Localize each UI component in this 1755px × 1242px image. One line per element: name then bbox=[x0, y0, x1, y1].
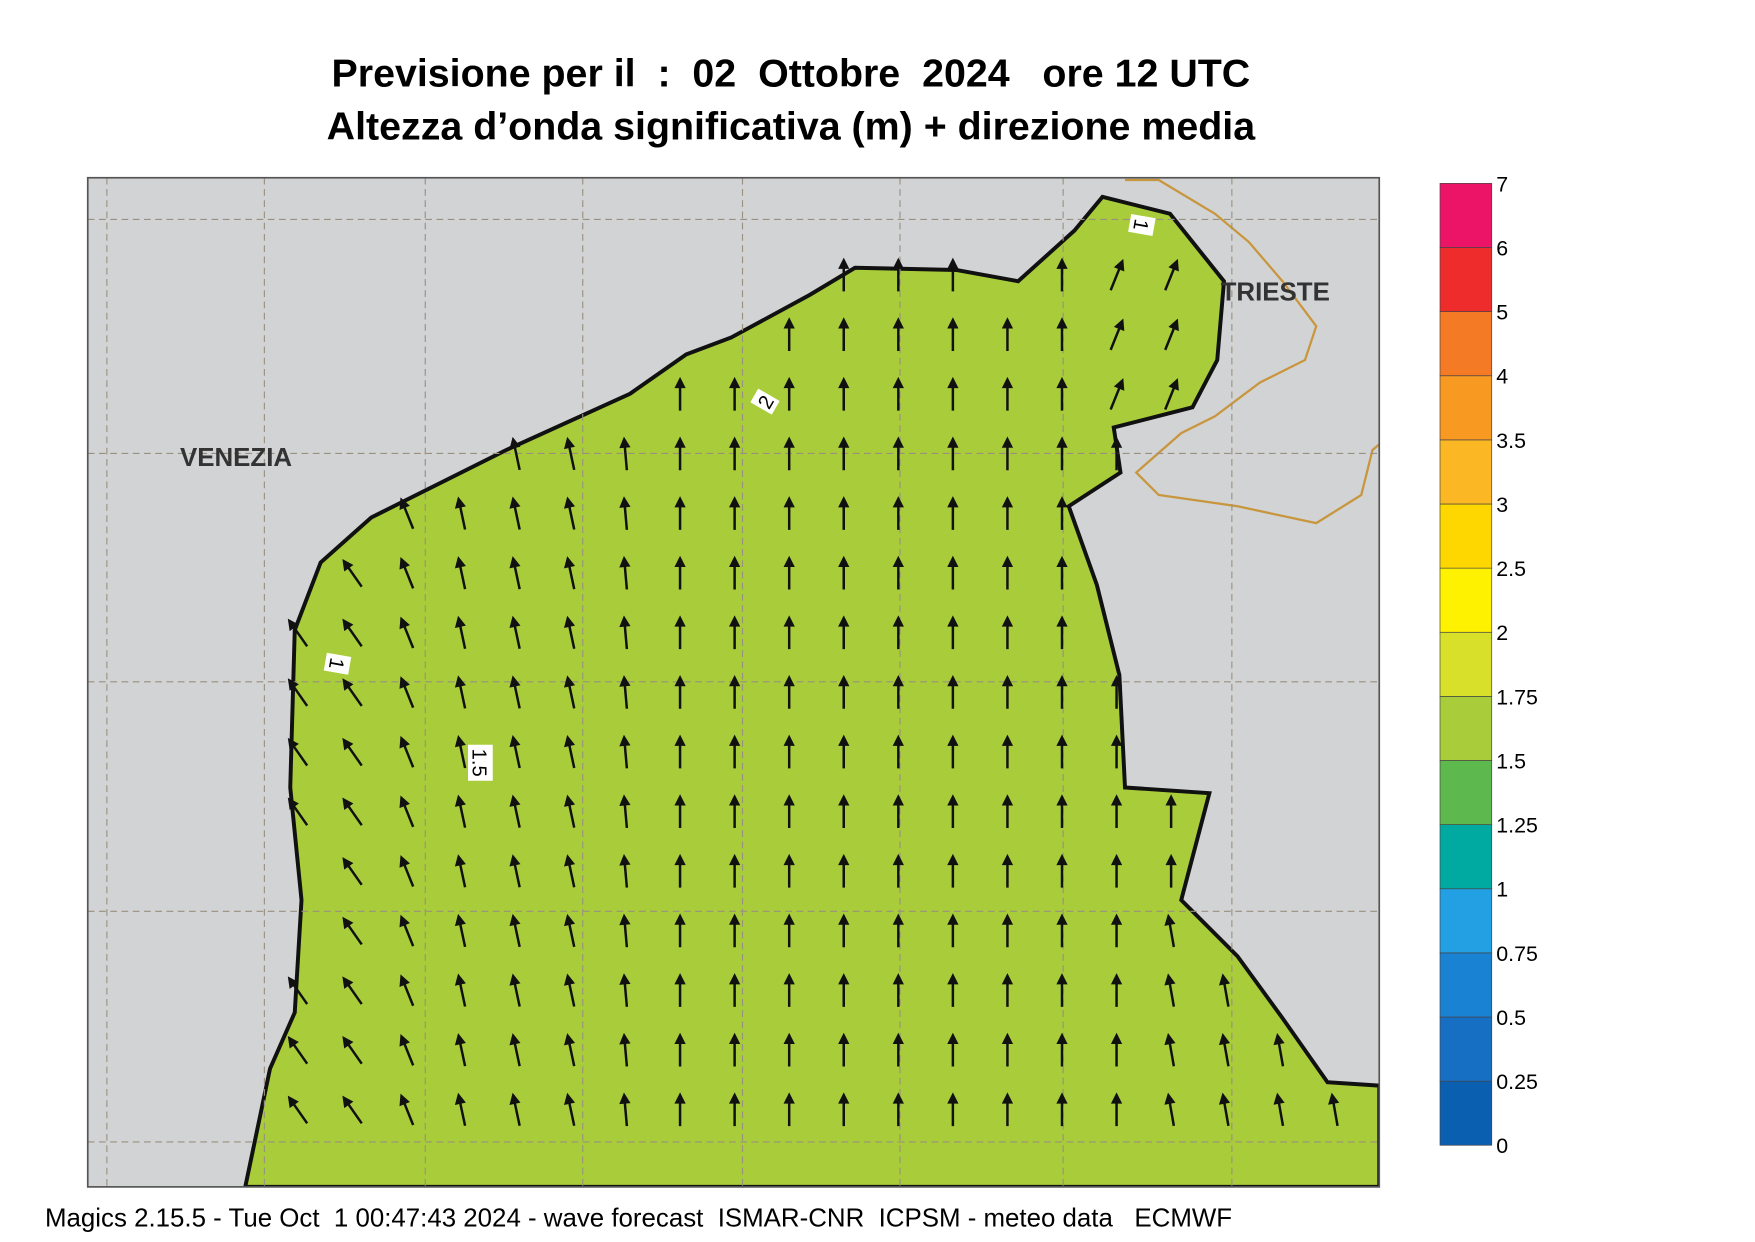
colorbar-bin bbox=[1439, 247, 1493, 312]
direction-arrows bbox=[287, 257, 1340, 1127]
place-label: VENEZIA bbox=[180, 444, 292, 472]
colorbar-label: 0.25 bbox=[1496, 1070, 1538, 1094]
colorbar-bin bbox=[1439, 696, 1493, 761]
colorbar-bin bbox=[1439, 760, 1493, 825]
colorbar-label: 1.25 bbox=[1496, 814, 1538, 838]
colorbar: 0 0.25 0.5 0.75 1 1.25 1.5 1.75 2 2.5 3 3.5 4 5 6 7 bbox=[1439, 172, 1538, 1158]
map-frame bbox=[86, 176, 1381, 1188]
colorbar-label: 3.5 bbox=[1496, 429, 1526, 453]
colorbar-bin bbox=[1439, 824, 1493, 890]
colorbar-bin bbox=[1439, 888, 1493, 954]
contour-label: 1 bbox=[324, 656, 348, 671]
colorbar-bin bbox=[1439, 631, 1493, 697]
colorbar-label: 1.75 bbox=[1496, 685, 1538, 709]
colorbar-bin bbox=[1439, 952, 1493, 1018]
colorbar-bin bbox=[1439, 1080, 1493, 1146]
colorbar-label: 1.5 bbox=[1496, 749, 1526, 773]
colorbar-bin bbox=[1439, 567, 1493, 633]
colorbar-bin bbox=[1439, 183, 1493, 248]
colorbar-label: 0 bbox=[1496, 1134, 1508, 1158]
colorbar-label: 0.75 bbox=[1496, 942, 1538, 966]
colorbar-label: 3 bbox=[1496, 493, 1508, 517]
colorbar-label: 6 bbox=[1496, 236, 1508, 260]
colorbar-bin bbox=[1439, 375, 1493, 441]
colorbar-bin bbox=[1439, 439, 1493, 505]
contour-label: 1 bbox=[1128, 217, 1152, 232]
colorbar-label: 2 bbox=[1496, 621, 1508, 645]
subtitle: Altezza d’onda significativa (m) + direz… bbox=[327, 105, 1257, 149]
colorbar-bin bbox=[1439, 503, 1493, 569]
place-label: TRIESTE bbox=[1221, 278, 1330, 306]
colorbar-bin bbox=[1439, 311, 1493, 377]
border bbox=[1125, 178, 1380, 525]
colorbar-bin bbox=[1439, 1016, 1493, 1082]
colorbar-label: 0.5 bbox=[1496, 1006, 1526, 1030]
contour-label: 1.5 bbox=[468, 749, 490, 777]
colorbar-label: 4 bbox=[1496, 365, 1508, 389]
colorbar-label: 1 bbox=[1496, 878, 1508, 902]
colorbar-label: 5 bbox=[1496, 301, 1508, 325]
colorbar-label: 2.5 bbox=[1496, 557, 1526, 581]
footer: Magics 2.15.5 - Tue Oct 1 00:47:43 2024 … bbox=[45, 1204, 1232, 1232]
colorbar-label: 7 bbox=[1496, 172, 1508, 196]
title: Previsione per il : 02 Ottobre 2024 ore … bbox=[332, 52, 1251, 96]
map: VENEZIA TRIESTE 2 1.5 1 1 bbox=[87, 177, 1380, 1187]
